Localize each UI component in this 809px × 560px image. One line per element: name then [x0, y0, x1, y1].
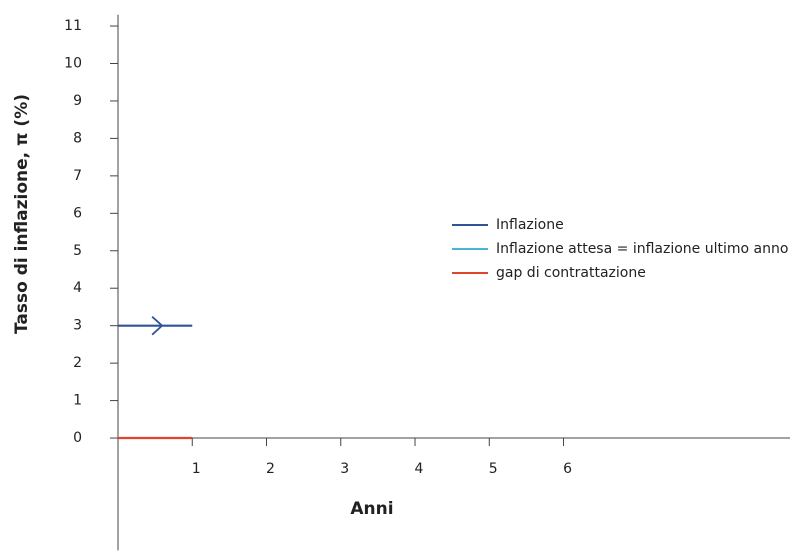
- y-tick-label: 10: [64, 55, 82, 71]
- x-tick-label: 2: [266, 461, 275, 477]
- x-tick-label: 3: [340, 461, 349, 477]
- y-axis-title: Tasso di inflazione, π (%): [12, 94, 32, 334]
- legend-label: Inflazione: [496, 217, 564, 233]
- x-tick-label: 1: [192, 461, 201, 477]
- y-tick-label: 1: [73, 393, 82, 409]
- y-tick-label: 11: [64, 18, 82, 34]
- legend-label: Inflazione attesa = inflazione ultimo an…: [496, 241, 788, 257]
- y-tick-label: 0: [73, 430, 82, 446]
- y-tick-label: 8: [73, 130, 82, 146]
- x-tick-label: 5: [489, 461, 498, 477]
- x-tick-label: 4: [415, 461, 424, 477]
- y-tick-label: 6: [73, 205, 82, 221]
- y-tick-label: 2: [73, 355, 82, 371]
- x-tick-label: 6: [563, 461, 572, 477]
- y-tick-label: 5: [73, 243, 82, 259]
- x-axis-title: Anni: [350, 499, 393, 519]
- y-tick-label: 3: [73, 318, 82, 334]
- y-tick-label: 4: [73, 280, 82, 296]
- y-tick-label: 9: [73, 93, 82, 109]
- y-tick-label: 7: [73, 168, 82, 184]
- legend-label: gap di contrattazione: [496, 265, 646, 281]
- direction-arrow: [151, 316, 164, 336]
